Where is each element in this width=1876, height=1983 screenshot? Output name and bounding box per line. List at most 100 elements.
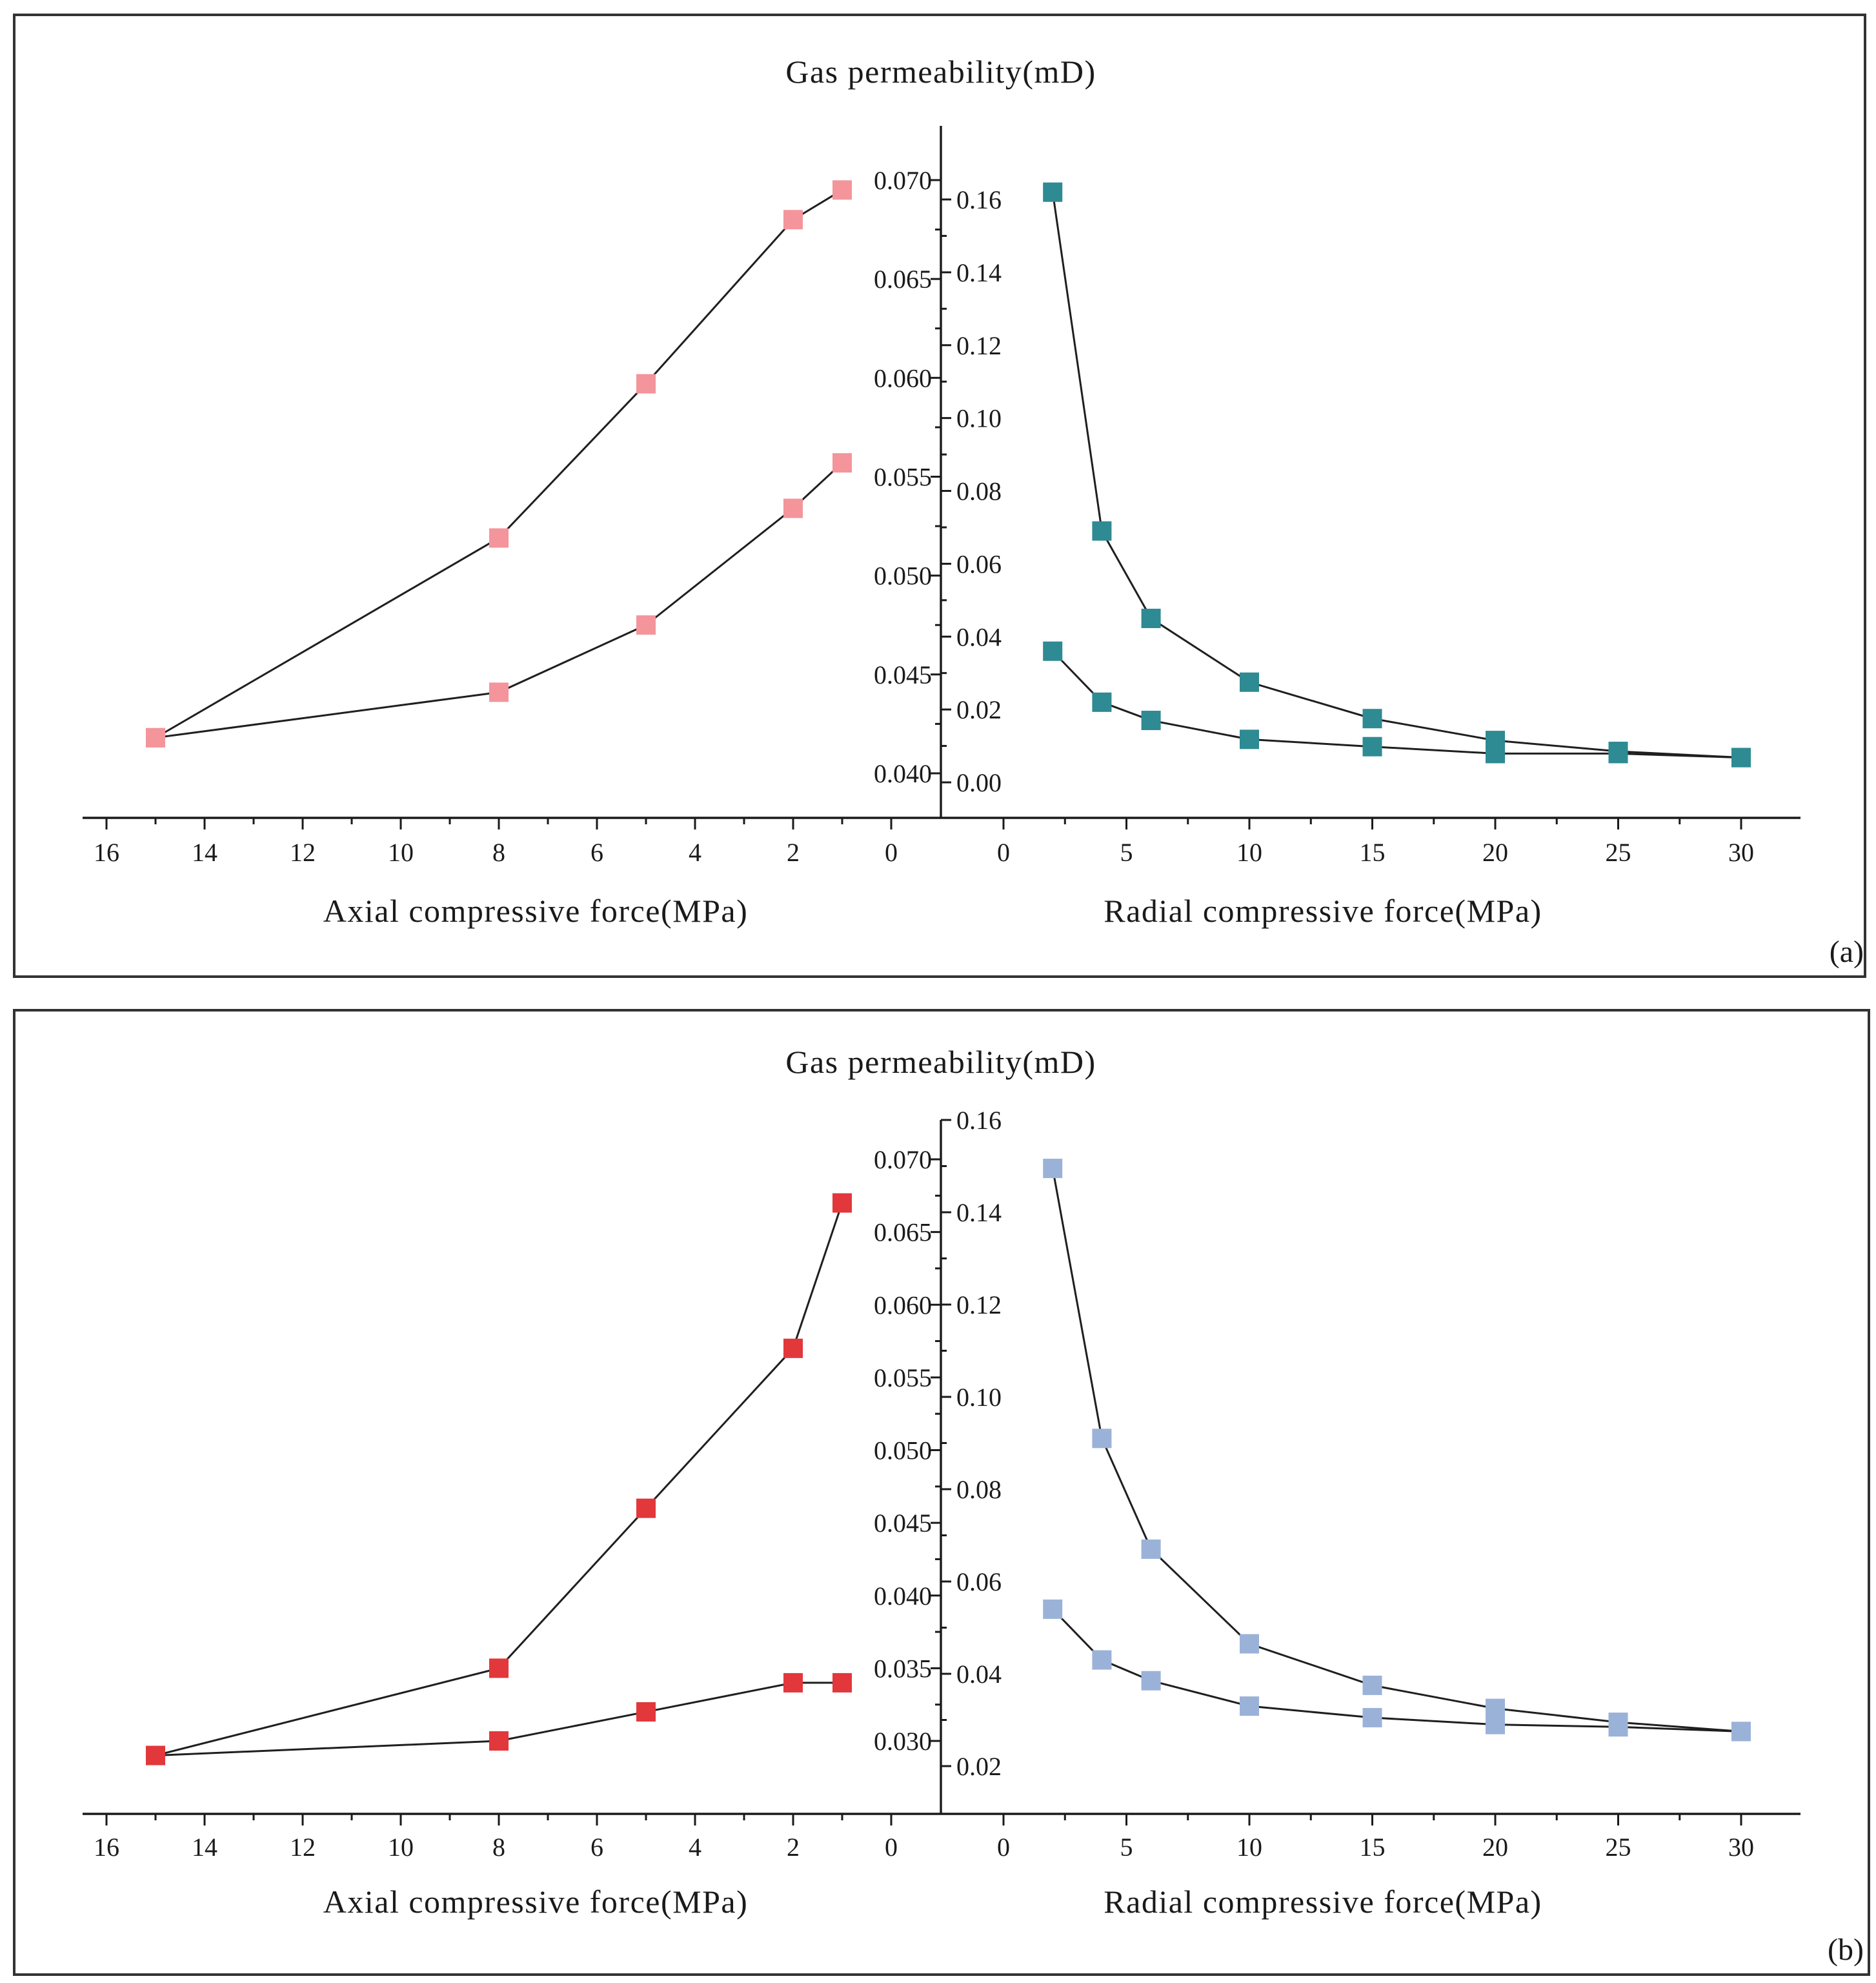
panel-a-frame (13, 14, 1866, 978)
panel-a-radial-x-tick-label: 30 (1728, 838, 1754, 867)
panel-a-axial-y-tick-label: 0.065 (874, 265, 932, 294)
panel-b-radial-loading-point (1141, 1539, 1161, 1559)
panel-a-axial-x-tick-label: 16 (94, 838, 119, 867)
panel-a-radial-x-tick-label: 10 (1236, 838, 1262, 867)
panel-a-radial-y-tick-label: 0.12 (956, 331, 1002, 360)
panel-a-axial-y-tick-label: 0.060 (874, 363, 932, 392)
panel-a-radial-chart: 0 5 10 15 20 25 30 Radial compressive force(MP… (940, 126, 1800, 929)
panel-b-radial-unloading-point (1240, 1696, 1259, 1716)
panel-a-axial-unloading-point (636, 615, 656, 635)
panel-b-axial-y-tick-label: 0.070 (874, 1145, 932, 1174)
panel-a-axial-y-tick-label: 0.045 (874, 660, 932, 689)
panel-b-axial-y-tick-label: 0.045 (874, 1509, 932, 1538)
panel-a-y-title: Gas permeability(mD) (785, 54, 1096, 90)
panel-b-radial-chart: 0 5 10 15 20 25 30 Radial compressive force(MP… (940, 1106, 1800, 1920)
panel-a-radial-y-tick-label: 0.04 (956, 622, 1002, 651)
panel-b-radial-loading-point (1240, 1634, 1259, 1654)
panel-a-radial-unloading-point (1240, 729, 1259, 749)
panel-b-axial-y-tick-label: 0.055 (874, 1363, 932, 1392)
panel-b-axial-x-tick-label: 0 (885, 1833, 898, 1862)
panel-a-radial-y-tick-label: 0.08 (956, 477, 1002, 506)
panel-a-axial-x-tick-label: 6 (590, 838, 603, 867)
panel-a-axial-x-tick-label: 10 (388, 838, 414, 867)
panel-a-radial-x-tick-label: 20 (1482, 838, 1508, 867)
panel-a-radial-y-tick-label: 0.02 (956, 695, 1002, 724)
panel-b-axial-y-tick-label: 0.050 (874, 1436, 932, 1465)
panel-b-axial-x-tick-label: 12 (290, 1833, 316, 1862)
panel-b-radial-x-tick-label: 15 (1360, 1833, 1386, 1862)
panel-b-axial-unloading-point (783, 1673, 803, 1693)
panel-b-axial-x-tick-label: 14 (192, 1833, 217, 1862)
panel-a-axial-y-tick-label: 0.070 (874, 166, 932, 195)
panel-b-radial-loading-point (1043, 1159, 1063, 1179)
panel-a-axial-loading-point (783, 210, 803, 230)
panel-a-axial-unloading-point (832, 453, 852, 473)
panel-b-radial-unloading-point (1141, 1671, 1161, 1691)
panel-b-axial-x-tick-label: 8 (492, 1833, 505, 1862)
panel-b-radial-y-tick-label: 0.06 (956, 1567, 1002, 1596)
panel-b-y-title: Gas permeability(mD) (785, 1044, 1096, 1080)
panel-b-radial-loading-point (1362, 1675, 1382, 1695)
panel-b-radial-x-tick-label: 20 (1482, 1833, 1508, 1862)
panel-a-radial-series (1043, 182, 1751, 768)
panel-a-radial-unloading-point (1731, 747, 1751, 768)
panel-b-axial-x-ticks: 16 14 12 10 8 6 4 2 0 (94, 1814, 898, 1862)
panel-a-axial-x-label: Axial compressive force(MPa) (323, 893, 748, 929)
panel-b-axial-unloading-point (832, 1673, 852, 1693)
panel-a-axial-x-ticks: 16 14 12 10 8 6 4 2 0 (94, 818, 898, 867)
panel-b-radial-y-ticks: 0.02 0.04 0.06 0.08 0.10 0.12 0.14 0.16 (941, 1106, 1002, 1781)
panel-a-radial-x-tick-label: 25 (1606, 838, 1631, 867)
panel-a-radial-unloading-point (1043, 641, 1063, 661)
panel-b-axial-x-tick-label: 2 (787, 1833, 800, 1862)
panel-a-radial-loading-point (1092, 521, 1112, 541)
panel-b-radial-unloading-point (1731, 1722, 1751, 1742)
panel-a-axial-unloading-point (783, 498, 803, 518)
panel-a-radial-loading-point (1141, 609, 1161, 629)
panel-a-radial-y-tick-label: 0.06 (956, 549, 1002, 578)
panel-a-radial-x-ticks: 0 5 10 15 20 25 30 (997, 818, 1754, 867)
panel-b-radial-y-tick-label: 0.14 (956, 1198, 1002, 1227)
panel-a-axial-y-tick-label: 0.040 (874, 759, 932, 788)
panel-a-axial-x-tick-label: 0 (885, 838, 898, 867)
panel-a-axial-x-tick-label: 4 (689, 838, 701, 867)
panel-b-radial-x-tick-label: 25 (1606, 1833, 1631, 1862)
panel-a: Gas permeability(mD) 16 14 12 10 8 6 4 2 0 Axial… (13, 14, 1866, 978)
panel-a-radial-x-tick-label: 0 (997, 838, 1010, 867)
panel-b-axial-x-tick-label: 16 (94, 1833, 119, 1862)
panel-b-radial-unloading-point (1092, 1650, 1112, 1670)
panel-b-axial-y-tick-label: 0.060 (874, 1290, 932, 1319)
panel-b-axial-loading-point (636, 1498, 656, 1518)
panel-b-radial-x-label: Radial compressive force(MPa) (1104, 1884, 1542, 1920)
panel-a-radial-x-tick-label: 5 (1120, 838, 1133, 867)
panel-a-axial-loading-point (489, 528, 509, 548)
panel-b: Gas permeability(mD) 16 14 12 10 8 6 4 2 0 Axial… (13, 1009, 1870, 1976)
panel-a-radial-y-tick-label: 0.10 (956, 404, 1002, 433)
panel-b-radial-y-tick-label: 0.12 (956, 1290, 1002, 1319)
panel-b-axial-y-tick-label: 0.030 (874, 1727, 932, 1756)
panel-a-axial-y-tick-label: 0.055 (874, 463, 932, 492)
panel-b-radial-y-tick-label: 0.16 (956, 1106, 1002, 1135)
panel-a-axial-y-tick-label: 0.050 (874, 562, 932, 591)
panel-b-radial-unloading-point (1608, 1717, 1628, 1737)
panel-b-radial-series (1043, 1159, 1751, 1742)
panel-a-axial-unloading-point (489, 682, 509, 702)
panel-a-axial-x-tick-label: 12 (290, 838, 316, 867)
panel-b-axial-unloading-point (489, 1731, 509, 1751)
panel-b-axial-x-tick-label: 4 (689, 1833, 701, 1862)
panel-a-radial-unloading-point (1362, 737, 1382, 757)
panel-a-radial-loading-point (1043, 182, 1063, 202)
panel-b-radial-y-tick-label: 0.10 (956, 1383, 1002, 1412)
panel-a-label: (a) (1830, 935, 1864, 969)
panel-b-axial-y-tick-label: 0.065 (874, 1218, 932, 1247)
panel-b-axial-x-tick-label: 6 (590, 1833, 603, 1862)
panel-a-radial-unloading-point (1486, 744, 1505, 764)
panel-a-axial-x-tick-label: 14 (192, 838, 217, 867)
panel-a-axial-loading-point (636, 374, 656, 394)
panel-a-radial-loading-line (1051, 192, 1742, 759)
panel-a-radial-x-label: Radial compressive force(MPa) (1104, 893, 1542, 929)
panel-a-radial-y-tick-label: 0.16 (956, 185, 1002, 214)
panel-b-radial-loading-point (1486, 1698, 1505, 1718)
panel-b-axial-series (146, 1193, 852, 1765)
panel-b-axial-x-tick-label: 10 (388, 1833, 414, 1862)
panel-b-radial-y-tick-label: 0.02 (956, 1752, 1002, 1781)
